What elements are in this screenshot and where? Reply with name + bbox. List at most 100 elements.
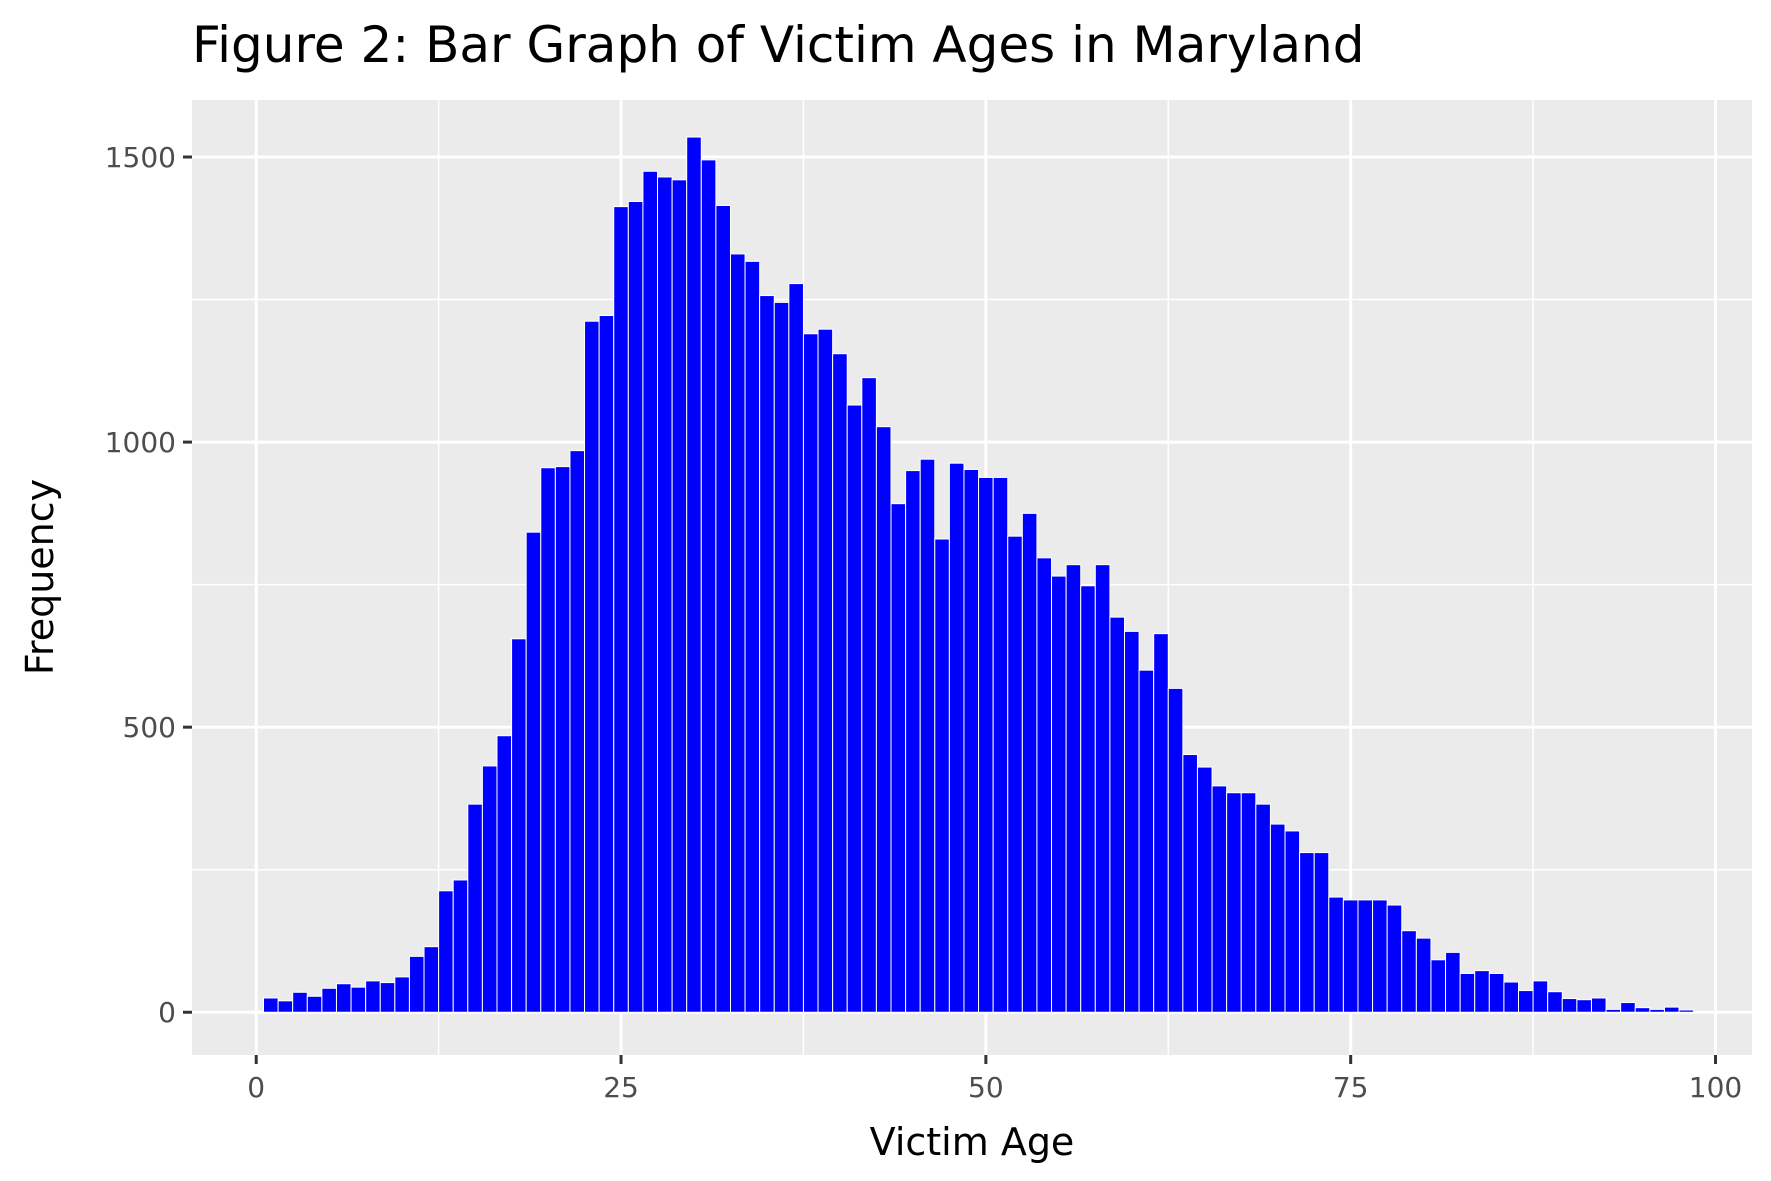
y-axis-title: Frequency [18, 479, 62, 675]
bar-age-79 [1401, 930, 1417, 1013]
x-axis: 0 25 50 75 100 [247, 1055, 1742, 1104]
bar-age-58 [1094, 564, 1111, 1013]
bar-age-76 [1357, 899, 1374, 1013]
bar-age-96 [1649, 1008, 1665, 1013]
bar-age-51 [992, 476, 1009, 1013]
bar-age-68 [1240, 792, 1257, 1013]
x-tick-label: 50 [968, 1071, 1004, 1104]
bar-age-38 [802, 333, 819, 1013]
bar-age-29 [671, 179, 688, 1013]
bar-age-52 [1007, 535, 1023, 1013]
bar-age-67 [1226, 792, 1242, 1013]
bar-age-26 [627, 200, 644, 1013]
bar-age-98 [1678, 1009, 1695, 1013]
bar-age-19 [525, 531, 542, 1013]
bar-age-64 [1182, 754, 1198, 1013]
bar-age-89 [1547, 991, 1563, 1013]
bar-age-50 [978, 476, 994, 1013]
y-tick-label: 1500 [105, 141, 176, 174]
bar-age-62 [1153, 633, 1169, 1013]
bar-age-92 [1590, 997, 1607, 1013]
bar-age-25 [613, 206, 629, 1013]
bar-age-61 [1138, 669, 1155, 1013]
bar-age-86 [1503, 981, 1520, 1013]
bar-age-41 [846, 404, 863, 1013]
bar-age-94 [1620, 1002, 1636, 1013]
bar-age-20 [540, 467, 556, 1013]
bar-age-33 [729, 253, 746, 1013]
bar-age-39 [817, 328, 834, 1013]
bar-age-13 [438, 890, 454, 1013]
bar-age-93 [1605, 1008, 1622, 1013]
bar-age-1 [263, 997, 279, 1013]
bar-age-8 [365, 980, 381, 1013]
bar-age-47 [934, 538, 950, 1013]
y-tick-label: 500 [123, 711, 176, 744]
histogram-bars [263, 136, 1695, 1013]
bar-age-60 [1123, 630, 1140, 1013]
bar-age-10 [394, 976, 410, 1013]
bar-age-28 [657, 176, 673, 1013]
bar-age-40 [832, 353, 848, 1013]
bar-age-54 [1036, 557, 1053, 1013]
bar-age-22 [569, 450, 586, 1013]
bar-age-88 [1532, 980, 1549, 1013]
bar-age-9 [379, 982, 396, 1013]
bar-age-21 [554, 466, 571, 1013]
bar-age-73 [1313, 852, 1330, 1013]
bar-age-85 [1488, 972, 1505, 1013]
bar-age-24 [598, 315, 615, 1013]
bar-age-82 [1445, 951, 1461, 1013]
bar-age-83 [1459, 972, 1476, 1013]
bar-age-80 [1415, 937, 1432, 1013]
bar-age-30 [686, 136, 702, 1013]
bar-age-84 [1474, 970, 1490, 1013]
bar-age-43 [875, 426, 892, 1013]
bar-age-72 [1299, 852, 1315, 1013]
bar-age-95 [1634, 1007, 1651, 1013]
x-tick-label: 25 [603, 1071, 639, 1104]
bar-age-27 [642, 170, 659, 1013]
bar-age-18 [511, 638, 527, 1013]
bar-age-74 [1328, 896, 1344, 1013]
bar-age-48 [948, 462, 965, 1013]
bar-age-15 [467, 803, 483, 1013]
x-tick-label: 100 [1689, 1071, 1742, 1104]
x-tick-label: 75 [1333, 1071, 1369, 1104]
bar-age-97 [1663, 1006, 1680, 1013]
bar-age-81 [1430, 959, 1447, 1013]
bar-age-34 [744, 260, 761, 1013]
bar-age-56 [1065, 564, 1082, 1013]
bar-age-37 [788, 283, 804, 1013]
bar-age-71 [1284, 830, 1301, 1013]
bar-age-12 [423, 946, 440, 1013]
bar-age-4 [306, 995, 323, 1013]
bar-age-65 [1196, 766, 1213, 1013]
bar-age-16 [481, 765, 498, 1013]
bar-age-23 [584, 320, 600, 1013]
bar-age-69 [1255, 803, 1271, 1013]
chart-title: Figure 2: Bar Graph of Victim Ages in Ma… [192, 16, 1364, 74]
bar-age-90 [1561, 998, 1578, 1013]
bar-age-3 [292, 991, 308, 1013]
bar-age-87 [1518, 990, 1534, 1013]
bar-age-46 [919, 458, 936, 1013]
bar-age-5 [321, 987, 337, 1013]
bar-age-70 [1269, 823, 1286, 1013]
x-tick-label: 0 [247, 1071, 265, 1104]
bar-age-91 [1576, 999, 1592, 1013]
bar-age-2 [277, 1000, 294, 1013]
bar-age-78 [1386, 904, 1403, 1013]
bar-age-75 [1342, 899, 1359, 1013]
bar-age-45 [905, 470, 921, 1013]
bar-age-6 [335, 983, 352, 1013]
bar-age-35 [759, 295, 775, 1013]
bar-age-44 [890, 503, 907, 1013]
bar-age-32 [715, 204, 731, 1013]
x-axis-title: Victim Age [870, 1120, 1075, 1164]
bar-age-53 [1021, 512, 1038, 1013]
bar-age-59 [1109, 616, 1125, 1013]
bar-age-77 [1372, 899, 1388, 1013]
